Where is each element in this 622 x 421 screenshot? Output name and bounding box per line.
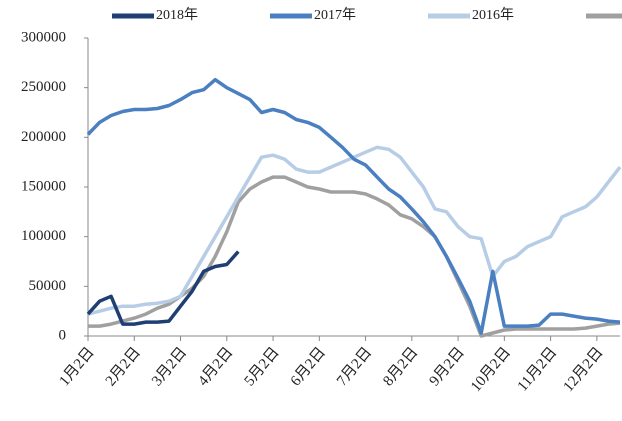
series-line [86, 77, 621, 335]
x-tick-label: 5月2日 [242, 344, 283, 389]
y-tick-label: 250000 [21, 79, 66, 95]
legend: 2018年2017年2016年2015年 [112, 7, 622, 23]
x-tick-label: 8月2日 [380, 344, 421, 389]
x-tick-label: 12月2日 [561, 344, 607, 395]
y-tick-label: 300000 [21, 29, 66, 45]
x-tick-label: 7月2日 [334, 344, 375, 389]
y-tick-label: 200000 [21, 129, 66, 145]
series-line [86, 250, 240, 326]
x-tick-label: 6月2日 [288, 344, 329, 389]
series-line [87, 145, 622, 316]
y-tick-label: 150000 [21, 178, 66, 194]
x-tick-label: 3月2日 [149, 344, 190, 389]
x-tick-label: 2月2日 [103, 344, 144, 389]
legend-label: 2018年 [156, 7, 198, 23]
y-tick-label: 0 [59, 327, 67, 343]
y-tick-label: 50000 [29, 278, 67, 294]
x-tick-label: 4月2日 [195, 344, 236, 389]
legend-label: 2016年 [472, 7, 514, 23]
x-tick-label: 11月2日 [515, 344, 561, 394]
x-tick-label: 10月2日 [468, 344, 514, 395]
y-tick-label: 100000 [21, 228, 66, 244]
x-tick-label: 1月2日 [57, 344, 98, 389]
x-tick-label: 9月2日 [427, 344, 468, 389]
series-line [88, 175, 621, 338]
legend-label: 2017年 [314, 7, 356, 23]
